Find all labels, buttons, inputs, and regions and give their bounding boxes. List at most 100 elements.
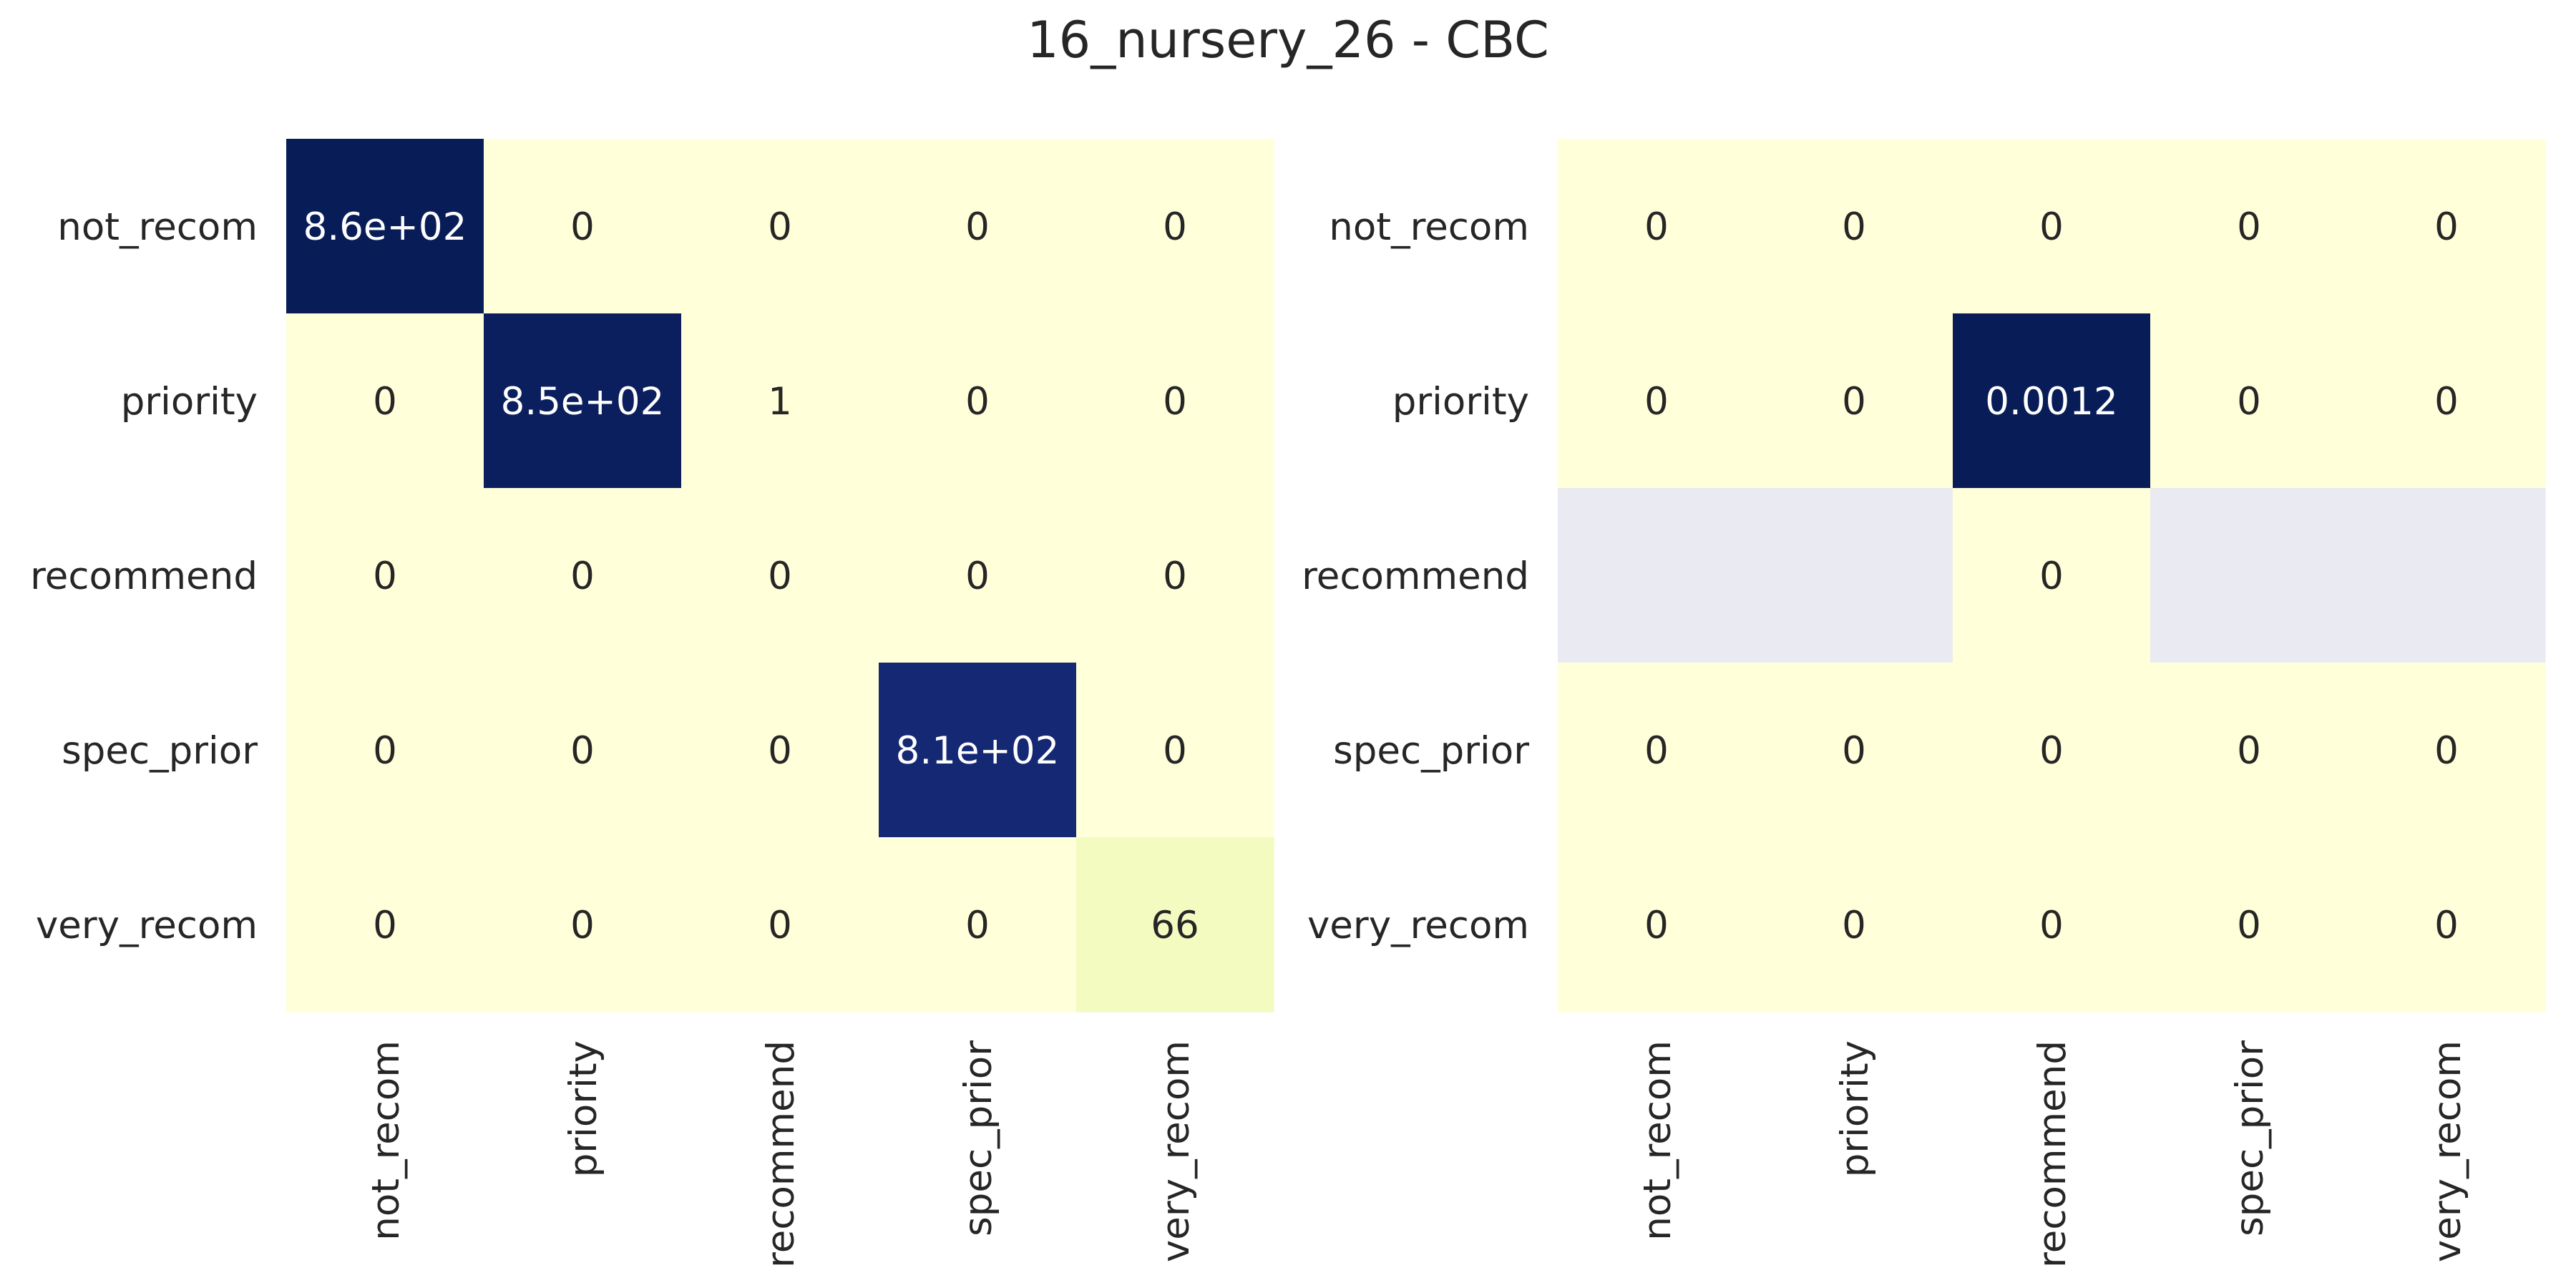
cell-r3-c4 — [1076, 663, 1274, 838]
cell-r3-c3 — [2150, 663, 2348, 838]
row-tick-label-2: recommend — [30, 555, 258, 598]
cell-label-r0-c3: 0 — [965, 205, 990, 249]
figure-title: 16_nursery_26 - CBC — [1027, 11, 1549, 69]
col-tick-label-1: priority — [562, 1040, 605, 1177]
cell-label-r4-c3: 0 — [2237, 904, 2261, 947]
cell-r4-c1 — [484, 837, 682, 1013]
cell-label-r1-c1: 0 — [1842, 380, 1866, 424]
col-tick-label-0: not_recom — [1636, 1040, 1679, 1241]
cell-label-r3-c1: 0 — [1842, 729, 1866, 773]
cell-r4-c4 — [2348, 837, 2546, 1013]
cell-r3-c3 — [879, 663, 1077, 838]
cell-label-r0-c1: 0 — [1842, 205, 1866, 249]
cell-r1-c3 — [879, 313, 1077, 489]
cell-label-r3-c2: 0 — [768, 729, 792, 773]
cell-r1-c1 — [1755, 313, 1953, 489]
cell-r1-c3 — [2150, 313, 2348, 489]
col-tick-label-0: not_recom — [364, 1040, 408, 1241]
cell-label-r0-c2: 0 — [2039, 205, 2064, 249]
cell-label-r0-c0: 0 — [1644, 205, 1669, 249]
cell-label-r2-c1: 0 — [570, 555, 595, 598]
col-tick-label-1: priority — [1833, 1040, 1877, 1177]
cell-label-r1-c4: 0 — [2434, 380, 2459, 424]
cell-label-r1-c1: 8.5e+02 — [501, 380, 665, 424]
col-tick-label-2: recommend — [759, 1040, 803, 1268]
cell-label-r4-c4: 66 — [1151, 904, 1199, 947]
cell-label-r2-c0: 0 — [373, 555, 397, 598]
heatmap-right: 0 0 0 0 00 0 0.0012 0 000 0 0 0 00 0 0 0 0not_recomprior… — [1302, 139, 2546, 1268]
cell-label-r0-c3: 0 — [2237, 205, 2261, 249]
cell-label-r0-c0: 8.6e+02 — [303, 205, 467, 249]
cell-label-r4-c0: 0 — [1644, 904, 1669, 947]
cell-r3-c2 — [681, 663, 879, 838]
cell-r2-c0 — [286, 488, 484, 663]
heatmap-left: 8.6e+02 0 0 0 0 0 8.5e+02 1 0 0 0 0 0 0 0 0 0 0 8.1e+02 0 0 0… — [30, 139, 1274, 1268]
col-tick-label-4: very_recom — [1154, 1040, 1198, 1262]
cell-r0-c3 — [879, 139, 1077, 314]
cell-r2-c1 — [1755, 488, 1953, 663]
cell-r2-c0 — [1558, 488, 1756, 663]
cell-r3-c2 — [1953, 663, 2151, 838]
cell-r2-c2 — [1953, 488, 2151, 663]
cell-label-r1-c2: 1 — [768, 380, 792, 424]
cell-r0-c0 — [1558, 139, 1756, 314]
cell-r1-c4 — [1076, 313, 1274, 489]
row-tick-label-3: spec_prior — [62, 729, 258, 773]
col-tick-label-3: spec_prior — [957, 1040, 1000, 1236]
cell-r2-c2 — [681, 488, 879, 663]
cell-r4-c0 — [286, 837, 484, 1013]
row-tick-label-0: not_recom — [57, 205, 258, 249]
cell-r3-c1 — [1755, 663, 1953, 838]
cell-label-r0-c4: 0 — [2434, 205, 2459, 249]
cell-r1-c1 — [484, 313, 682, 489]
cell-label-r4-c3: 0 — [965, 904, 990, 947]
cell-label-r3-c4: 0 — [1163, 729, 1187, 773]
cell-label-r3-c4: 0 — [2434, 729, 2459, 773]
cell-r0-c2 — [681, 139, 879, 314]
cell-label-r3-c3: 0 — [2237, 729, 2261, 773]
cell-label-r3-c0: 0 — [373, 729, 397, 773]
cell-label-r1-c3: 0 — [2237, 380, 2261, 424]
cell-r4-c2 — [681, 837, 879, 1013]
cell-r1-c0 — [1558, 313, 1756, 489]
cell-r0-c2 — [1953, 139, 2151, 314]
cell-r0-c1 — [484, 139, 682, 314]
cell-label-r2-c2: 0 — [768, 555, 792, 598]
row-tick-label-4: very_recom — [36, 904, 258, 947]
row-tick-label-2: recommend — [1302, 555, 1529, 598]
cell-label-r4-c2: 0 — [768, 904, 792, 947]
cell-r2-c1 — [484, 488, 682, 663]
cell-label-r0-c1: 0 — [570, 205, 595, 249]
cell-r3-c4 — [2348, 663, 2546, 838]
cell-r1-c2 — [1953, 313, 2151, 489]
cell-r4-c4 — [1076, 837, 1274, 1013]
cell-r4-c1 — [1755, 837, 1953, 1013]
cell-label-r2-c2: 0 — [2039, 555, 2064, 598]
cell-label-r1-c0: 0 — [373, 380, 397, 424]
cell-r4-c0 — [1558, 837, 1756, 1013]
col-tick-label-2: recommend — [2031, 1040, 2074, 1268]
cell-label-r1-c0: 0 — [1644, 380, 1669, 424]
cell-r3-c1 — [484, 663, 682, 838]
cell-r1-c2 — [681, 313, 879, 489]
cell-r0-c4 — [1076, 139, 1274, 314]
cell-label-r4-c1: 0 — [1842, 904, 1866, 947]
cell-label-r3-c1: 0 — [570, 729, 595, 773]
cell-r0-c1 — [1755, 139, 1953, 314]
cell-label-r0-c4: 0 — [1163, 205, 1187, 249]
cell-r1-c4 — [2348, 313, 2546, 489]
cell-label-r2-c4: 0 — [1163, 555, 1187, 598]
cell-label-r3-c0: 0 — [1644, 729, 1669, 773]
cell-label-r1-c4: 0 — [1163, 380, 1187, 424]
cell-r1-c0 — [286, 313, 484, 489]
cell-label-r1-c3: 0 — [965, 380, 990, 424]
col-tick-label-3: spec_prior — [2228, 1040, 2272, 1236]
row-tick-label-3: spec_prior — [1333, 729, 1529, 773]
cell-r0-c3 — [2150, 139, 2348, 314]
row-tick-label-0: not_recom — [1329, 205, 1529, 249]
cell-r3-c0 — [1558, 663, 1756, 838]
cell-r4-c3 — [879, 837, 1077, 1013]
row-tick-label-4: very_recom — [1307, 904, 1529, 947]
cell-label-r4-c2: 0 — [2039, 904, 2064, 947]
